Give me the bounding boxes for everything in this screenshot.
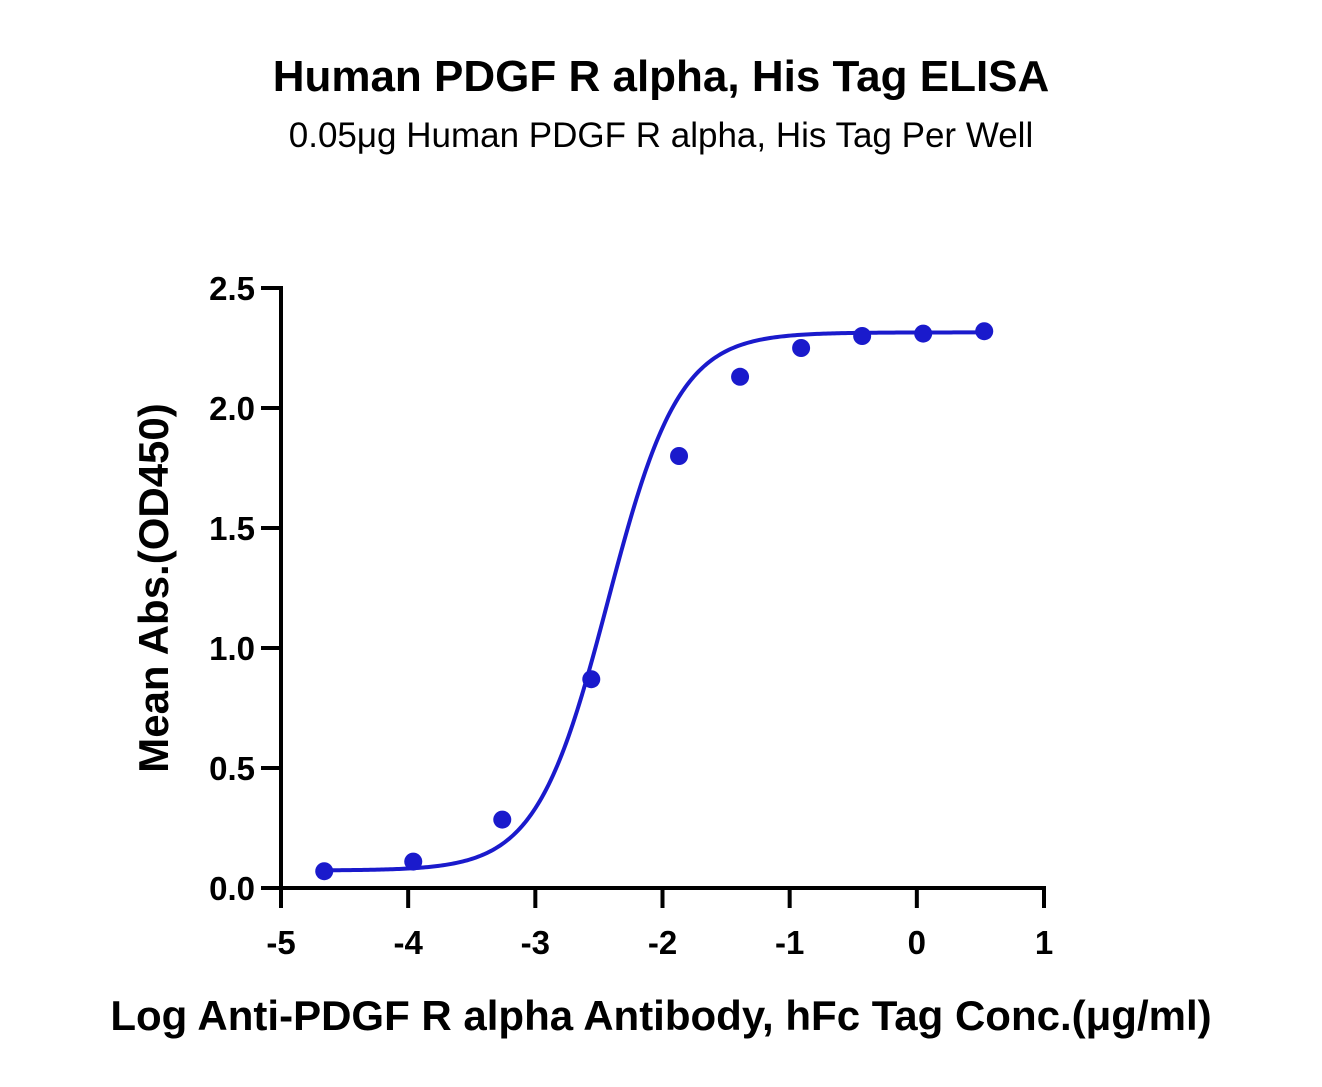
y-tick-label: 2.0 bbox=[209, 390, 255, 427]
data-point bbox=[404, 852, 423, 871]
x-tick-label: -3 bbox=[521, 924, 550, 961]
data-point bbox=[582, 670, 601, 689]
data-point bbox=[914, 324, 933, 343]
fit-curve bbox=[324, 330, 985, 873]
data-point bbox=[975, 322, 994, 341]
data-point bbox=[792, 339, 811, 357]
data-point bbox=[315, 862, 334, 881]
data-point bbox=[493, 810, 512, 829]
data-point bbox=[670, 447, 689, 465]
tick-labels: 0.0 0.5 1.0 1.5 2.0 2.5 -5 -4 -3 -2 -1 0 1 bbox=[209, 270, 1053, 961]
y-tick-label: 0.0 bbox=[209, 870, 255, 907]
x-tick-label: -2 bbox=[648, 924, 677, 961]
y-tick-label: 1.0 bbox=[209, 630, 255, 667]
x-tick-label: 0 bbox=[908, 924, 926, 961]
x-axis-title: Log Anti-PDGF R alpha Antibody, hFc Tag … bbox=[110, 992, 1211, 1039]
chart-subtitle: 0.05μg Human PDGF R alpha, His Tag Per W… bbox=[288, 116, 1034, 155]
data-point bbox=[853, 327, 872, 345]
y-tick-label: 0.5 bbox=[209, 750, 255, 787]
y-tick-label: 1.5 bbox=[209, 510, 255, 547]
chart-title: Human PDGF R alpha, His Tag ELISA bbox=[272, 52, 1050, 101]
x-tick-label: 1 bbox=[1035, 924, 1053, 961]
data-point bbox=[731, 367, 750, 386]
x-tick-label: -4 bbox=[393, 924, 423, 961]
x-tick-label: -1 bbox=[775, 924, 804, 961]
y-tick-label: 2.5 bbox=[209, 270, 255, 307]
axes bbox=[261, 286, 1046, 908]
data-points bbox=[315, 322, 994, 881]
y-axis-title: Mean Abs.(OD450) bbox=[130, 403, 177, 773]
x-tick-label: -5 bbox=[266, 924, 295, 961]
